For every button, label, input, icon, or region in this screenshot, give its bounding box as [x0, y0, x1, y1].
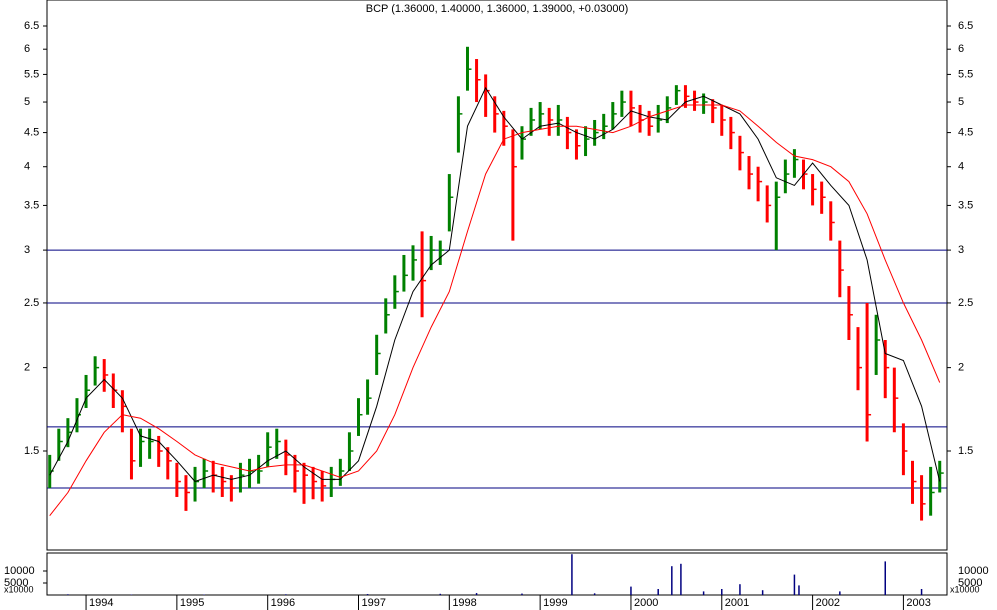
x-tick-label: 1996 — [271, 597, 295, 609]
y-tick-label: 1.5 — [24, 445, 39, 457]
x-tick-label: 1998 — [452, 597, 476, 609]
volume-unit: x10000 — [4, 584, 34, 594]
y-tick-label: 2 — [24, 362, 30, 374]
y-tick-label-right: 3.5 — [958, 199, 973, 211]
y-tick-label-right: 2.5 — [958, 297, 973, 309]
volume-tick-label-right: 5000 — [958, 577, 982, 589]
x-tick-label: 1999 — [543, 597, 567, 609]
y-tick-label: 6.5 — [24, 20, 39, 32]
y-tick-label-right: 6 — [958, 43, 964, 55]
y-tick-label-right: 1.5 — [958, 445, 973, 457]
x-tick-label: 1994 — [89, 597, 113, 609]
volume-frame — [46, 552, 948, 596]
y-tick-label-right: 5 — [958, 96, 964, 108]
x-tick-label: 1997 — [362, 597, 386, 609]
y-tick-label: 5 — [24, 96, 30, 108]
x-tick-label: 1995 — [180, 597, 204, 609]
y-tick-label-right: 4.5 — [958, 126, 973, 138]
moving-average — [49, 104, 941, 517]
y-tick-label: 2.5 — [24, 297, 39, 309]
y-tick-label: 5.5 — [24, 68, 39, 80]
y-tick-label: 3 — [24, 244, 30, 256]
moving-average — [49, 86, 941, 483]
y-tick-label: 4 — [24, 161, 30, 173]
volume-tick-label: 10000 — [4, 565, 35, 577]
volume-tick-label-right: 10000 — [958, 565, 989, 577]
x-tick-label: 2002 — [816, 597, 840, 609]
x-tick-label: 2003 — [906, 597, 930, 609]
y-tick-label-right: 5.5 — [958, 68, 973, 80]
y-tick-label-right: 6.5 — [958, 20, 973, 32]
y-tick-label: 3.5 — [24, 199, 39, 211]
volume-tick-label: 5000 — [4, 577, 28, 589]
y-tick-label: 4.5 — [24, 126, 39, 138]
y-tick-label-right: 4 — [958, 161, 964, 173]
x-tick-label: 2000 — [634, 597, 658, 609]
x-tick-label: 2001 — [725, 597, 749, 609]
price-frame — [46, 0, 948, 551]
y-tick-label-right: 2 — [958, 362, 964, 374]
y-tick-label-right: 3 — [958, 244, 964, 256]
chart-title: BCP (1.36000, 1.40000, 1.36000, 1.39000,… — [366, 3, 629, 15]
y-tick-label: 6 — [24, 43, 30, 55]
volume-unit-right: x10000 — [950, 584, 980, 594]
